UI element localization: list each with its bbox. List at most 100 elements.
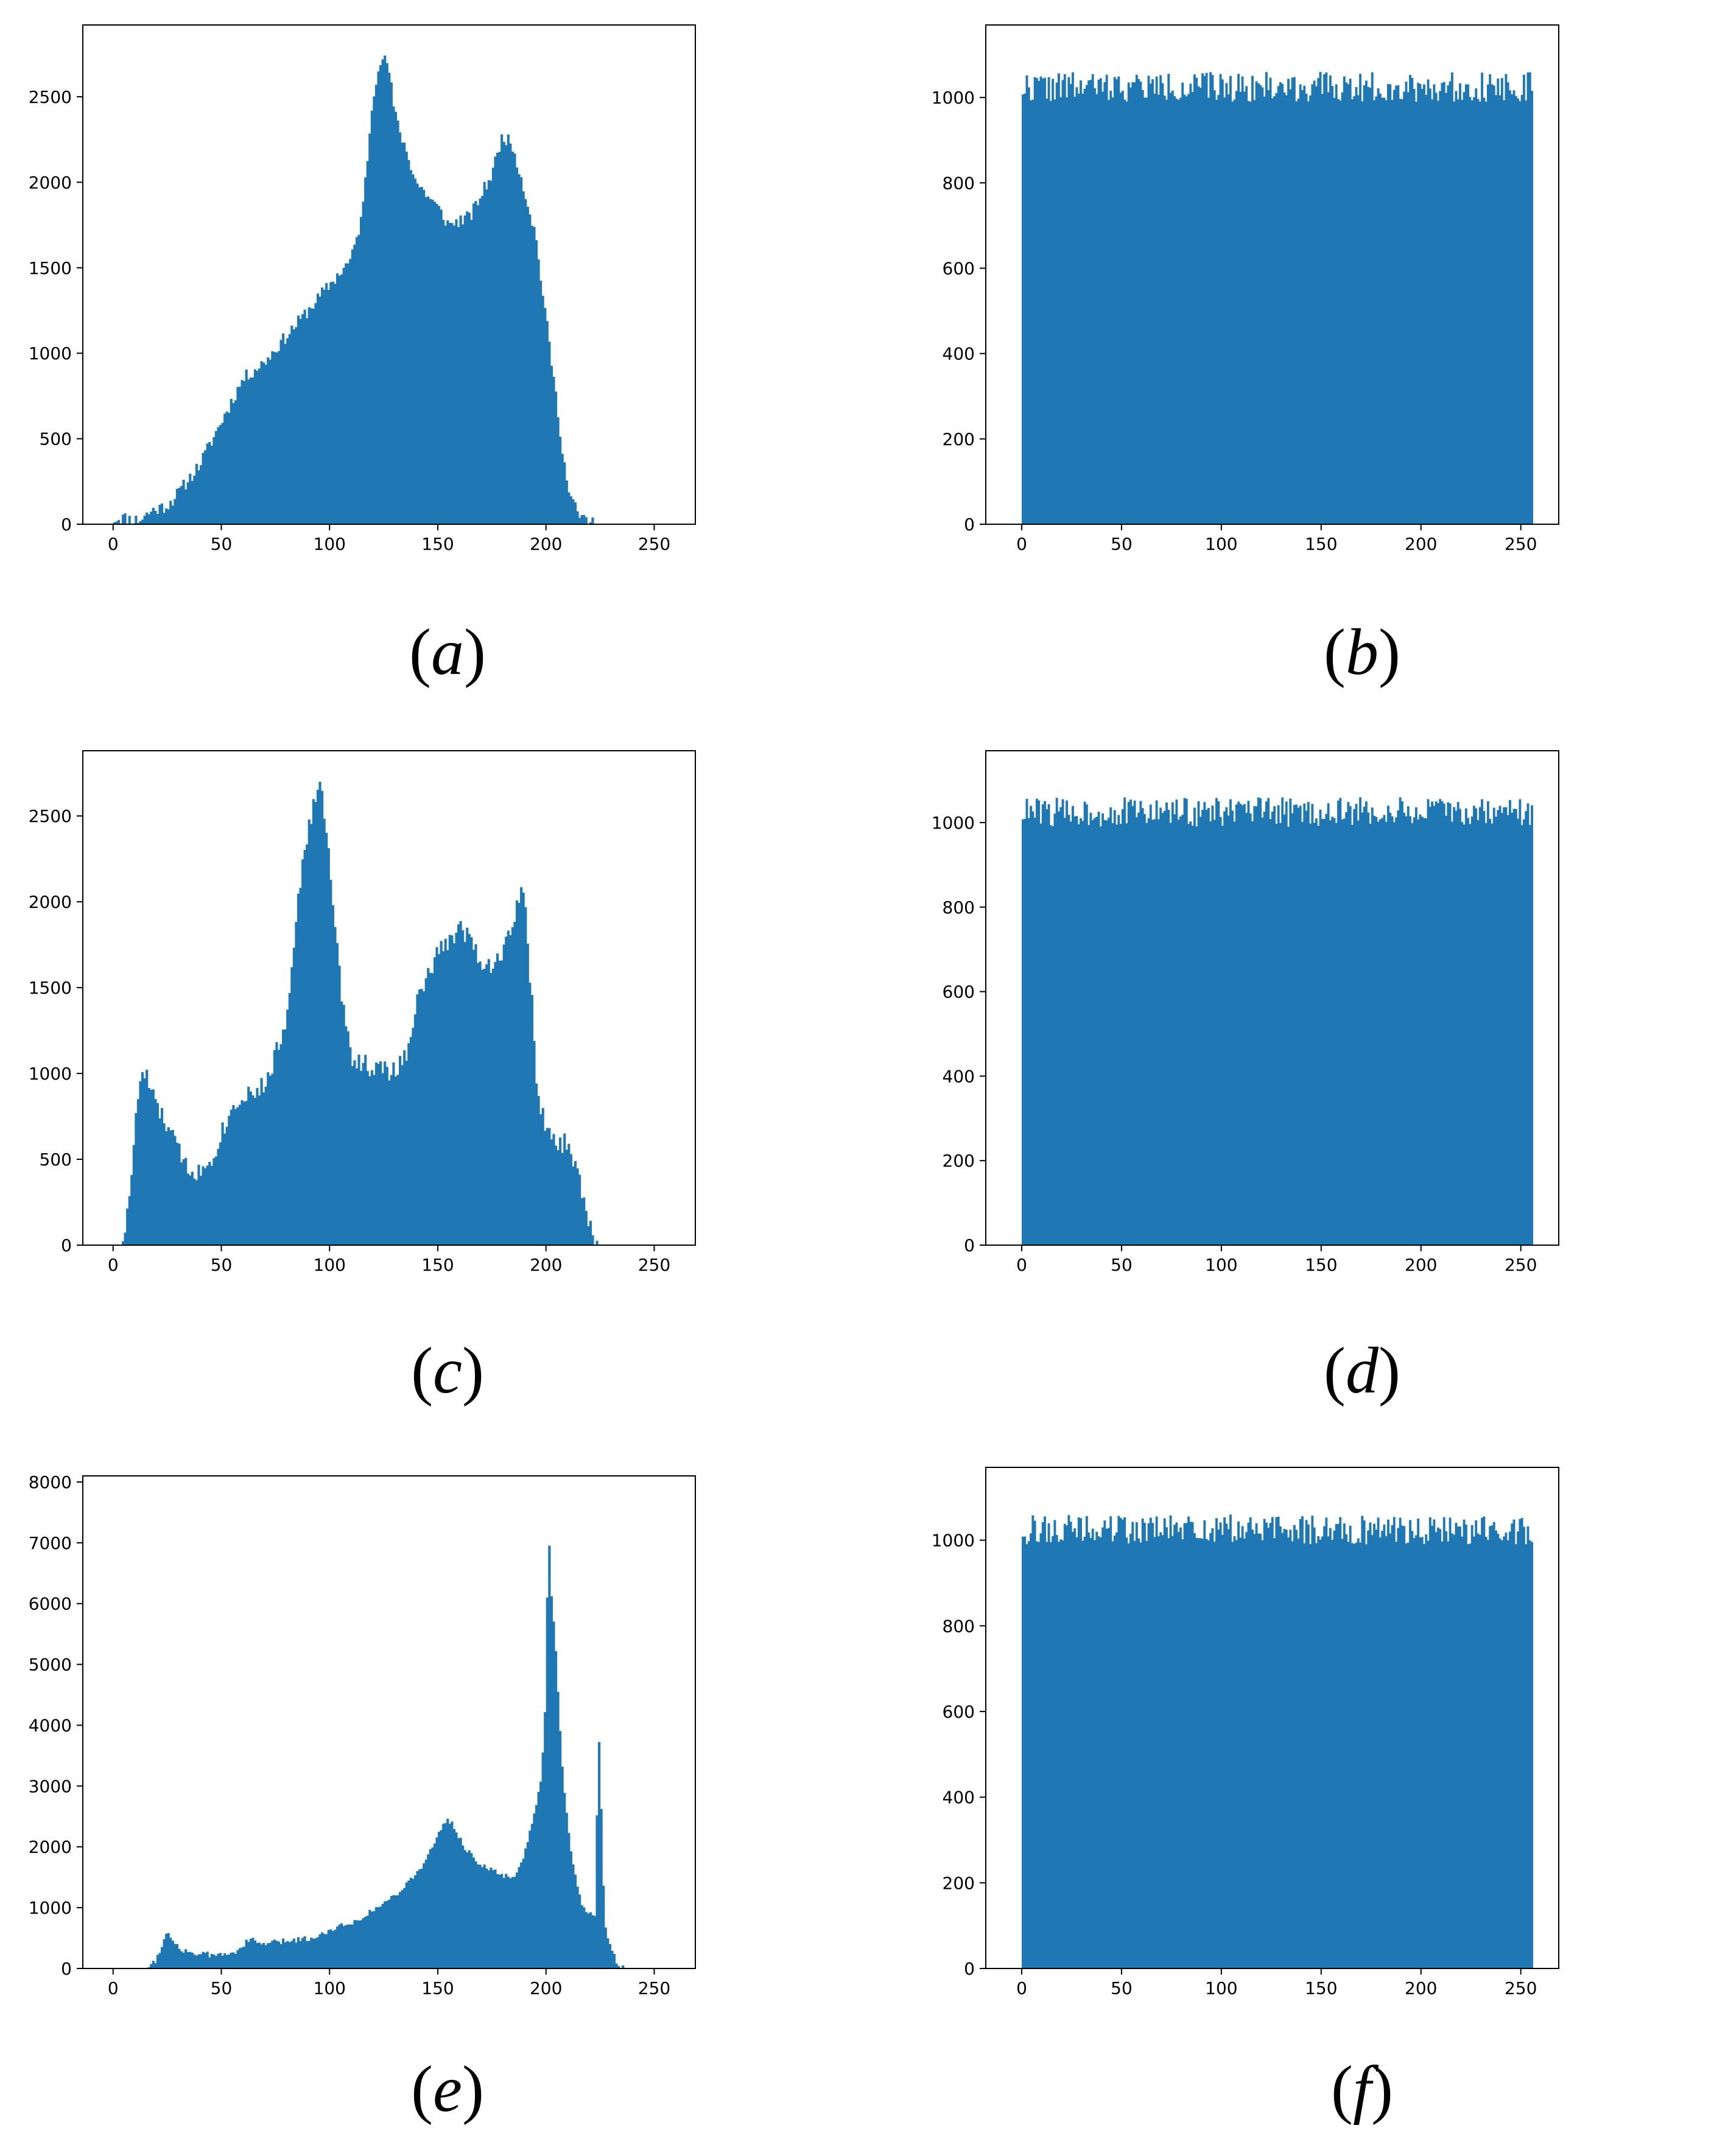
histogram-bar [1059, 1539, 1062, 1968]
histogram-bar [264, 1945, 267, 1968]
histogram-bar [1489, 74, 1492, 524]
histogram-bar [446, 220, 449, 524]
histogram-bar [197, 1954, 200, 1968]
histogram-bar [390, 82, 393, 524]
histogram-bar [420, 186, 423, 524]
histogram-bar [479, 961, 482, 1245]
histogram-bar [1135, 817, 1138, 1245]
histogram-bar [1044, 77, 1046, 525]
histogram-bar [1381, 97, 1384, 524]
histogram-bar [487, 959, 490, 1245]
x-tick-label: 200 [1405, 1978, 1437, 1998]
histogram-bar [1283, 814, 1286, 1245]
caption-d-letter: d [1346, 1335, 1379, 1407]
histogram-bar [219, 1142, 222, 1245]
histogram-bar [147, 1087, 150, 1245]
histogram-bar [1203, 1520, 1206, 1968]
histogram-bar [1221, 826, 1224, 1245]
histogram-bar [295, 327, 298, 524]
histogram-bar [150, 1964, 153, 1968]
histogram-bar [143, 516, 146, 524]
histogram-bar [1377, 1517, 1380, 1968]
histogram-bar [1520, 825, 1523, 1245]
histogram-bar [1351, 99, 1354, 524]
histogram-bar [1331, 1540, 1334, 1968]
histogram-bar [1414, 101, 1417, 525]
histogram-bar [1052, 79, 1055, 524]
histogram-bar [1209, 1533, 1212, 1968]
histogram-bar [1211, 1528, 1214, 1968]
histogram-bar [286, 1941, 289, 1968]
histogram-bar [1355, 1542, 1358, 1968]
histogram-bar [1289, 798, 1292, 1245]
histogram-bar [1387, 806, 1389, 1245]
histogram-bar [572, 1166, 575, 1245]
y-tick-label: 2500 [29, 87, 72, 107]
histogram-bar [1285, 95, 1288, 525]
histogram-bar [1456, 99, 1459, 524]
histogram-bar [1337, 800, 1340, 1245]
histogram-bar [331, 905, 334, 1245]
histogram-bar [1500, 1540, 1503, 1968]
y-tick-label: 500 [40, 429, 72, 449]
histogram-bar [1403, 1526, 1406, 1968]
histogram-bar [416, 1871, 419, 1968]
histogram-bar [189, 1175, 192, 1245]
histogram-bar [1189, 1522, 1192, 1968]
histogram-bar [1341, 819, 1344, 1245]
histogram-bar [338, 1924, 341, 1968]
histogram-bar [1442, 1517, 1445, 1968]
histogram-bar [429, 198, 432, 524]
histogram-bar [1027, 87, 1030, 524]
histogram-bar [353, 1920, 356, 1968]
histogram-bar [1199, 1538, 1202, 1968]
histogram-bar [152, 1961, 155, 1968]
histogram-bar [1111, 1541, 1114, 1968]
histogram-bar [1175, 98, 1178, 525]
histogram-bar [1045, 1542, 1048, 1968]
histogram-bar [360, 1920, 363, 1968]
histogram-bar [1255, 1523, 1258, 1968]
histogram-bar [1385, 1536, 1388, 1968]
histogram-bar [357, 1055, 360, 1245]
histogram-bar [251, 1937, 255, 1968]
caption-f: (f) [1331, 2053, 1393, 2126]
histogram-bar [1261, 87, 1264, 524]
histogram-bar [295, 922, 298, 1245]
histogram-bar [431, 1847, 434, 1968]
histogram-bar [539, 1114, 543, 1245]
axes-frame [82, 750, 696, 1246]
histogram-bar [1225, 1523, 1228, 1968]
histogram-bar [470, 937, 473, 1245]
histogram-bar [1115, 79, 1118, 524]
histogram-bar [1039, 1533, 1042, 1968]
histogram-bar [491, 968, 494, 1245]
histogram-bar [338, 966, 341, 1245]
histogram-bar [1369, 1522, 1372, 1968]
histogram-bar [1379, 93, 1382, 525]
histogram-bar [253, 1098, 256, 1245]
y-tick-label: 600 [943, 258, 975, 278]
histogram-bar [1233, 1536, 1236, 1968]
histogram-bar [232, 1952, 235, 1968]
histogram-bar [1441, 1541, 1444, 1968]
histogram-bar [130, 1175, 133, 1245]
histogram-bar [1161, 1535, 1164, 1968]
histogram-bar [462, 1845, 465, 1968]
histogram-bar [1231, 101, 1234, 525]
histogram-bar [295, 1942, 298, 1968]
histogram-bar [189, 1951, 192, 1968]
histogram-bar [310, 824, 313, 1245]
histogram-bar [462, 224, 465, 524]
histogram-bar [1473, 97, 1475, 524]
histogram-bar [221, 423, 224, 524]
histogram-bar [307, 307, 311, 524]
histogram-bar [124, 1232, 127, 1245]
histogram-bar [572, 499, 575, 524]
histogram-bar [1470, 1525, 1473, 1968]
histogram-bar [163, 1939, 166, 1968]
histogram-bar [1497, 810, 1500, 1245]
histogram-bar [437, 1831, 441, 1968]
histogram-bar [1409, 74, 1411, 524]
histogram-bar [197, 470, 200, 524]
